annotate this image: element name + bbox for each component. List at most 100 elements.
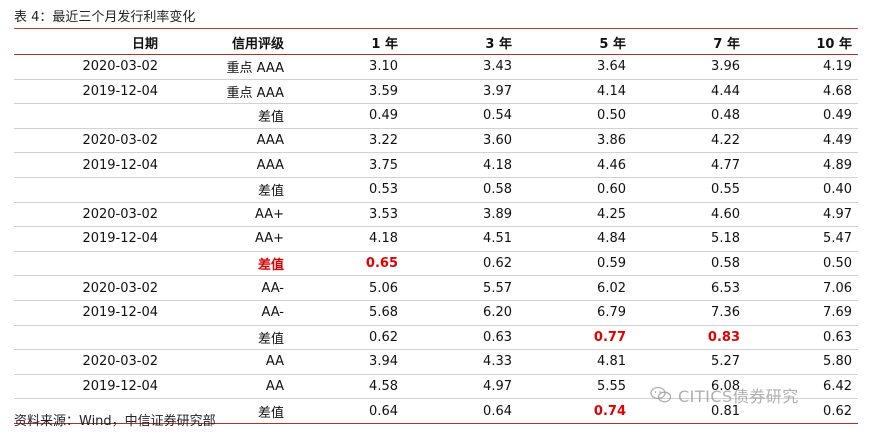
header-rating: 信用评级 — [164, 30, 290, 55]
row-date — [14, 398, 164, 424]
row-rating: AA+ — [164, 202, 290, 228]
rate-cell: 4.22 — [632, 128, 746, 154]
rate-cell: 4.97 — [404, 374, 518, 400]
rate-cell: 4.68 — [746, 79, 858, 105]
table-row: 差值 0.53 0.58 0.60 0.55 0.40 — [14, 177, 858, 203]
row-date — [14, 325, 164, 351]
rate-cell: 3.89 — [404, 202, 518, 228]
rate-cell: 3.22 — [290, 128, 404, 154]
row-rating: 差值 — [164, 251, 290, 277]
rate-cell: 0.49 — [746, 103, 858, 129]
rate-cell: 4.25 — [518, 202, 632, 228]
row-rating: 差值 — [164, 325, 290, 351]
rate-cell: 0.62 — [404, 251, 518, 277]
rate-cell: 3.94 — [290, 349, 404, 375]
table-row: 2019-12-04 AAA 3.75 4.18 4.46 4.77 4.89 — [14, 152, 858, 178]
row-date: 2019-12-04 — [14, 226, 164, 252]
table-row: 差值 0.62 0.63 0.77 0.83 0.63 — [14, 325, 858, 351]
rate-cell: 0.40 — [746, 177, 858, 203]
rate-cell: 0.64 — [404, 398, 518, 424]
table-row: 2019-12-04 AA- 5.68 6.20 6.79 7.36 7.69 — [14, 300, 858, 326]
row-rating: 重点 AAA — [164, 79, 290, 105]
rate-cell: 0.60 — [518, 177, 632, 203]
rate-cell: 0.81 — [632, 398, 746, 424]
rate-cell: 3.64 — [518, 54, 632, 80]
rate-cell: 3.53 — [290, 202, 404, 228]
rate-cell: 4.81 — [518, 349, 632, 375]
rate-cell: 6.53 — [632, 275, 746, 301]
source-note: 资料来源：Wind，中信证券研究部 — [14, 414, 216, 429]
rate-table: 日期 信用评级 1 年 3 年 5 年 7 年 10 年 2020-03-02 重… — [14, 30, 858, 424]
rate-cell: 3.75 — [290, 152, 404, 178]
table-row: 2020-03-02 AAA 3.22 3.60 3.86 4.22 4.49 — [14, 128, 858, 154]
rate-cell: 4.97 — [746, 202, 858, 228]
table-row: 差值 0.64 0.64 0.74 0.81 0.62 — [14, 398, 858, 424]
header-7y: 7 年 — [632, 30, 746, 55]
rate-cell: 4.44 — [632, 79, 746, 105]
rate-cell: 4.58 — [290, 374, 404, 400]
rate-cell: 6.79 — [518, 300, 632, 326]
header-10y: 10 年 — [746, 30, 858, 55]
rate-cell: 4.51 — [404, 226, 518, 252]
rate-cell: 7.06 — [746, 275, 858, 301]
rate-cell: 0.62 — [746, 398, 858, 424]
rate-cell: 0.58 — [632, 251, 746, 277]
rate-cell: 0.63 — [404, 325, 518, 351]
header-1y: 1 年 — [290, 30, 404, 55]
rate-cell: 4.18 — [290, 226, 404, 252]
row-date: 2019-12-04 — [14, 152, 164, 178]
row-date — [14, 177, 164, 203]
table-row: 差值 0.49 0.54 0.50 0.48 0.49 — [14, 103, 858, 129]
row-rating: AAA — [164, 152, 290, 178]
rate-cell: 3.10 — [290, 54, 404, 80]
table-row: 差值 0.65 0.62 0.59 0.58 0.50 — [14, 251, 858, 277]
rate-cell: 0.65 — [290, 251, 404, 277]
rate-cell: 5.68 — [290, 300, 404, 326]
rate-cell: 4.46 — [518, 152, 632, 178]
rate-cell: 4.84 — [518, 226, 632, 252]
rate-cell: 0.62 — [290, 325, 404, 351]
rate-cell: 0.53 — [290, 177, 404, 203]
rate-cell: 5.55 — [518, 374, 632, 400]
table-row: 2019-12-04 AA+ 4.18 4.51 4.84 5.18 5.47 — [14, 226, 858, 252]
row-rating: 差值 — [164, 103, 290, 129]
rate-cell: 0.55 — [632, 177, 746, 203]
row-date: 2019-12-04 — [14, 300, 164, 326]
rate-cell: 3.97 — [404, 79, 518, 105]
header-row: 日期 信用评级 1 年 3 年 5 年 7 年 10 年 — [14, 30, 858, 55]
rate-cell: 3.96 — [632, 54, 746, 80]
row-rating: AA — [164, 349, 290, 375]
rate-cell: 0.63 — [746, 325, 858, 351]
table-row: 2020-03-02 AA- 5.06 5.57 6.02 6.53 7.06 — [14, 275, 858, 301]
table-row: 2020-03-02 AA 3.94 4.33 4.81 5.27 5.80 — [14, 349, 858, 375]
row-date — [14, 251, 164, 277]
row-rating: AA — [164, 374, 290, 400]
rate-cell: 5.06 — [290, 275, 404, 301]
row-rating: 差值 — [164, 177, 290, 203]
rate-cell: 6.42 — [746, 374, 858, 400]
rate-cell: 4.60 — [632, 202, 746, 228]
rate-cell: 3.59 — [290, 79, 404, 105]
rate-cell: 3.86 — [518, 128, 632, 154]
watermark: CITICS债券研究 — [650, 383, 799, 407]
rate-cell: 0.49 — [290, 103, 404, 129]
header-date: 日期 — [14, 30, 164, 55]
rate-cell: 7.36 — [632, 300, 746, 326]
header-5y: 5 年 — [518, 30, 632, 55]
row-date: 2020-03-02 — [14, 54, 164, 80]
rate-cell: 0.54 — [404, 103, 518, 129]
row-date: 2019-12-04 — [14, 79, 164, 105]
rate-cell: 5.18 — [632, 226, 746, 252]
rate-cell: 6.02 — [518, 275, 632, 301]
rate-cell: 5.57 — [404, 275, 518, 301]
row-date: 2020-03-02 — [14, 349, 164, 375]
row-rating: AA- — [164, 300, 290, 326]
rate-cell: 5.80 — [746, 349, 858, 375]
rate-cell: 5.27 — [632, 349, 746, 375]
rate-cell: 4.77 — [632, 152, 746, 178]
rate-cell: 0.83 — [632, 325, 746, 351]
rate-cell: 5.47 — [746, 226, 858, 252]
watermark-text: CITICS债券研究 — [678, 387, 799, 406]
rate-cell: 6.20 — [404, 300, 518, 326]
row-date — [14, 103, 164, 129]
